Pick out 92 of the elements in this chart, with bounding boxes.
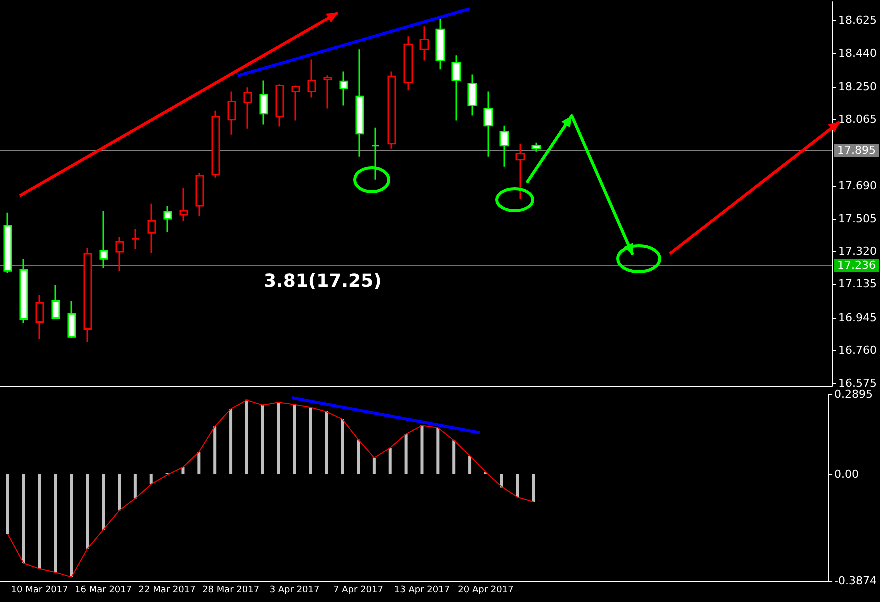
candlestick bbox=[260, 80, 268, 126]
candlestick bbox=[452, 54, 462, 122]
y-tick-label: 17.320 bbox=[838, 245, 878, 258]
candlestick bbox=[276, 84, 284, 128]
x-tick-label: 28 Mar 2017 bbox=[202, 586, 260, 596]
candlestick bbox=[356, 48, 364, 158]
x-tick-label: 16 Mar 2017 bbox=[75, 586, 132, 596]
bar bbox=[436, 428, 440, 474]
candlestick bbox=[164, 205, 172, 233]
y-tick-label: 16.575 bbox=[838, 376, 878, 390]
candlestick bbox=[420, 26, 430, 62]
bar bbox=[500, 474, 504, 488]
y-tick-label: 0.2895 bbox=[834, 388, 874, 401]
bar bbox=[388, 448, 392, 474]
candlestick bbox=[500, 125, 510, 168]
candlestick bbox=[100, 210, 108, 269]
ref-line-label: 17.895 bbox=[838, 144, 876, 158]
bar bbox=[118, 474, 121, 511]
y-tick-label: 0.00 bbox=[834, 468, 860, 481]
candlestick bbox=[324, 74, 332, 110]
candlestick bbox=[228, 90, 236, 136]
y-tick-label: 18.440 bbox=[838, 46, 878, 60]
candlestick bbox=[436, 18, 446, 70]
bar bbox=[452, 440, 456, 474]
candlestick bbox=[468, 74, 478, 117]
candlestick bbox=[212, 110, 220, 179]
line-series bbox=[7, 400, 534, 578]
bar bbox=[38, 474, 42, 570]
bar bbox=[198, 452, 201, 474]
bar bbox=[22, 474, 26, 564]
bar bbox=[277, 402, 280, 474]
y-tick-label: 17.505 bbox=[838, 212, 878, 226]
candlestick bbox=[4, 212, 12, 274]
bar bbox=[230, 409, 233, 474]
x-tick-label: 10 Mar 2017 bbox=[11, 586, 68, 596]
bar bbox=[6, 474, 10, 534]
candlestick bbox=[516, 143, 526, 200]
bar bbox=[214, 426, 217, 474]
bar bbox=[516, 474, 520, 498]
candlestick bbox=[244, 86, 252, 130]
x-tick-label: 20 Apr 2017 bbox=[458, 586, 514, 596]
y-tick-label: 17.690 bbox=[838, 180, 878, 193]
candlestick bbox=[388, 70, 396, 150]
bar bbox=[293, 404, 296, 474]
candlestick bbox=[196, 172, 204, 217]
bar bbox=[309, 407, 312, 474]
candlestick bbox=[404, 36, 414, 92]
bar bbox=[70, 474, 74, 578]
candlestick bbox=[148, 203, 156, 254]
bar bbox=[357, 440, 360, 474]
candlestick bbox=[20, 258, 28, 324]
bar bbox=[372, 458, 376, 474]
candlestick bbox=[36, 294, 44, 340]
candlestick bbox=[68, 300, 76, 339]
candlestick bbox=[308, 58, 316, 98]
bar bbox=[245, 400, 248, 474]
candlestick bbox=[180, 187, 188, 222]
candlestick bbox=[116, 236, 124, 272]
bar bbox=[325, 411, 328, 474]
y-tick-label: 18.625 bbox=[838, 14, 878, 28]
bar bbox=[150, 474, 153, 484]
bar bbox=[54, 474, 58, 573]
bar bbox=[468, 456, 472, 474]
y-tick-label: 17.135 bbox=[838, 278, 878, 291]
bar bbox=[404, 434, 408, 474]
candlestick bbox=[52, 284, 60, 320]
candlestick bbox=[132, 228, 140, 250]
x-tick-label: 3 Apr 2017 bbox=[270, 586, 320, 596]
y-tick-label: 18.250 bbox=[838, 80, 878, 94]
bar bbox=[134, 474, 137, 499]
x-tick-label: 7 Apr 2017 bbox=[334, 586, 384, 596]
bar bbox=[420, 425, 424, 474]
bar bbox=[86, 474, 90, 549]
candlestick bbox=[532, 142, 542, 153]
candlestick bbox=[340, 70, 348, 106]
x-tick-label: 13 Apr 2017 bbox=[394, 586, 450, 596]
annotation: 3.81(17.25) bbox=[264, 270, 382, 292]
bar bbox=[102, 474, 106, 530]
bar bbox=[261, 404, 264, 474]
y-tick-label: -0.3874 bbox=[834, 574, 878, 588]
bar bbox=[341, 419, 344, 474]
candlestick bbox=[84, 247, 92, 344]
x-tick-label: 22 Mar 2017 bbox=[138, 586, 196, 596]
candlestick bbox=[292, 84, 300, 122]
candlestick bbox=[484, 90, 494, 158]
y-tick-label: 16.760 bbox=[838, 344, 878, 358]
ref-line-label: 17.236 bbox=[838, 259, 876, 272]
bar bbox=[532, 474, 536, 502]
bar bbox=[182, 467, 185, 474]
y-tick-label: 16.945 bbox=[838, 311, 878, 324]
candlestick bbox=[372, 127, 380, 181]
y-tick-label: 18.065 bbox=[838, 113, 878, 126]
